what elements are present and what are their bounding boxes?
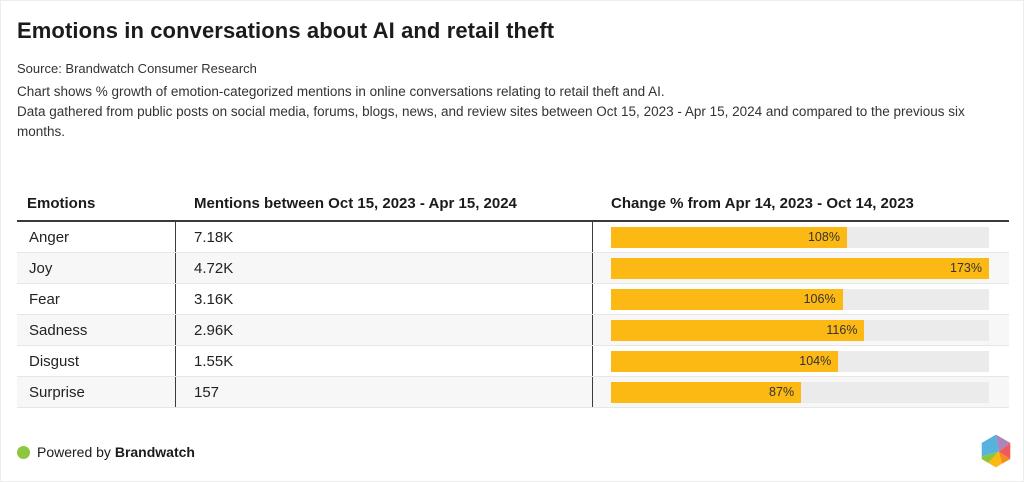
brandwatch-hexagon-logo-icon xyxy=(981,434,1011,468)
bar-track: 173% xyxy=(611,257,989,279)
column-header-mentions: Mentions between Oct 15, 2023 - Apr 15, … xyxy=(194,195,517,212)
change-cell: 104% xyxy=(593,350,1009,372)
table-row: Disgust 1.55K 104% xyxy=(17,346,1009,377)
brand-name: Brandwatch xyxy=(114,444,195,460)
page-title: Emotions in conversations about AI and r… xyxy=(17,18,555,43)
table-row: Fear 3.16K 106% xyxy=(17,284,1009,315)
bar-track: 108% xyxy=(611,226,989,248)
powered-by-dot-icon xyxy=(17,445,30,459)
change-cell: 173% xyxy=(593,257,1009,279)
powered-by-text: Powered by Brandwatch xyxy=(37,444,195,460)
bar-fill: 87% xyxy=(611,381,802,403)
table-body: Anger 7.18K 108% Joy 4.72K 173% Fear 3.1… xyxy=(17,222,1009,408)
bar-track: 116% xyxy=(611,319,989,341)
column-header-change: Change % from Apr 14, 2023 - Oct 14, 202… xyxy=(611,195,914,212)
mentions-cell: 2.96K xyxy=(176,315,593,345)
mentions-cell: 1.55K xyxy=(176,346,593,376)
bar-fill: 108% xyxy=(611,226,847,248)
mentions-cell: 7.18K xyxy=(176,222,593,252)
description-line-2: Data gathered from public posts on socia… xyxy=(17,104,965,139)
mentions-cell: 157 xyxy=(176,377,593,407)
change-cell: 106% xyxy=(593,288,1009,310)
bar-fill: 173% xyxy=(611,257,989,279)
bar-fill: 106% xyxy=(611,288,843,310)
change-cell: 116% xyxy=(593,319,1009,341)
powered-by-label: Powered by xyxy=(37,444,111,460)
emotion-cell: Joy xyxy=(17,253,176,283)
table-row: Joy 4.72K 173% xyxy=(17,253,1009,284)
emotion-cell: Fear xyxy=(17,284,176,314)
bar-track: 106% xyxy=(611,288,989,310)
table-row: Anger 7.18K 108% xyxy=(17,222,1009,253)
bar-fill: 104% xyxy=(611,350,839,372)
emotion-cell: Sadness xyxy=(17,315,176,345)
bar-fill: 116% xyxy=(611,319,865,341)
column-header-emotions: Emotions xyxy=(27,195,96,212)
emotion-cell: Anger xyxy=(17,222,176,252)
table-header-row: Emotions Mentions between Oct 15, 2023 -… xyxy=(17,187,1009,222)
mentions-cell: 3.16K xyxy=(176,284,593,314)
table-row: Surprise 157 87% xyxy=(17,377,1009,408)
table-row: Sadness 2.96K 116% xyxy=(17,315,1009,346)
mentions-cell: 4.72K xyxy=(176,253,593,283)
emotions-table: Emotions Mentions between Oct 15, 2023 -… xyxy=(17,187,1009,408)
source-line: Source: Brandwatch Consumer Research xyxy=(17,61,257,76)
bar-track: 104% xyxy=(611,350,989,372)
emotion-cell: Surprise xyxy=(17,377,176,407)
powered-by: Powered by Brandwatch xyxy=(17,444,195,460)
change-cell: 108% xyxy=(593,226,1009,248)
bar-track: 87% xyxy=(611,381,989,403)
description-line-1: Chart shows % growth of emotion-categori… xyxy=(17,84,665,99)
chart-description: Chart shows % growth of emotion-categori… xyxy=(17,82,997,142)
change-cell: 87% xyxy=(593,381,1009,403)
emotion-cell: Disgust xyxy=(17,346,176,376)
